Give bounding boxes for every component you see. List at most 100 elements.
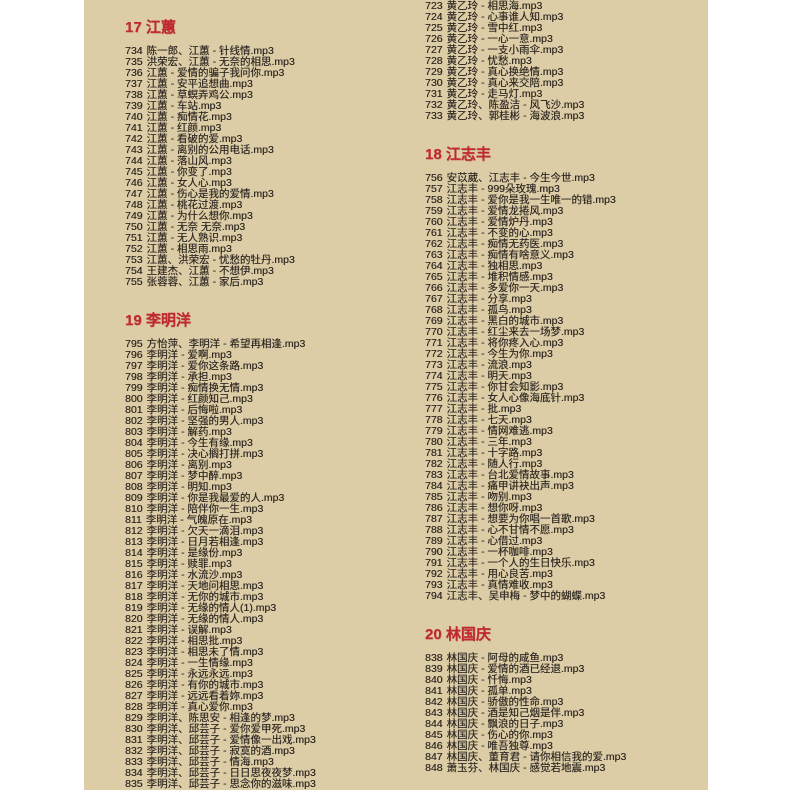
- track-row: 748 江蕙 - 桃花过渡.mp3: [125, 200, 425, 211]
- track-number: 737: [125, 78, 143, 90]
- track-row: 762 江志丰 - 痴情无药医.mp3: [425, 239, 707, 250]
- track-row: 741 江蕙 - 红颜.mp3: [125, 123, 425, 134]
- track-number: 750: [125, 221, 143, 233]
- track-filename: 李明洋 - 痴情换无情.mp3: [146, 382, 264, 394]
- track-row: 808 李明洋 - 明知.mp3: [125, 482, 425, 493]
- track-row: 813 李明洋 - 日月若相逢.mp3: [125, 537, 425, 548]
- track-filename: 洪荣宏、江蕙 - 无奈的相思.mp3: [146, 56, 295, 68]
- track-number: 762: [425, 238, 443, 250]
- track-row: 800 李明洋 - 红颜知己.mp3: [125, 394, 425, 405]
- track-filename: 林国庆 - 阿母的咸鱼.mp3: [446, 652, 564, 664]
- tracklist-column-left: 17 江蕙 734 陈一郎、江蕙 - 针线情.mp3 735 洪荣宏、江蕙 - 无奈的相…: [125, 20, 425, 790]
- track-filename: 江志丰 - 明天.mp3: [446, 370, 532, 382]
- track-number: 770: [425, 326, 443, 338]
- track-row: 740 江蕙 - 痴情花.mp3: [125, 112, 425, 123]
- track-number: 828: [125, 701, 143, 713]
- track-number: 765: [425, 271, 443, 283]
- track-row: 781 江志丰 - 十字路.mp3: [425, 448, 707, 459]
- track-filename: 江蕙 - 安平追想曲.mp3: [146, 78, 253, 90]
- track-row: 763 江志丰 - 痴情有啥意义.mp3: [425, 250, 707, 261]
- track-number: 777: [425, 403, 443, 415]
- track-number: 739: [125, 100, 143, 112]
- track-filename: 林国庆 - 骄傲的性命.mp3: [446, 696, 564, 708]
- track-filename: 江蕙 - 落山风.mp3: [146, 155, 232, 167]
- track-row: 801 李明洋 - 后悔啦.mp3: [125, 405, 425, 416]
- track-number: 730: [425, 77, 443, 89]
- track-number: 741: [125, 122, 143, 134]
- track-number: 813: [125, 536, 143, 548]
- track-filename: 安苡葳、江志丰 - 今生今世.mp3: [446, 172, 595, 184]
- track-row: 797 李明洋 - 爱你这条路.mp3: [125, 361, 425, 372]
- track-filename: 李明洋 - 天地问相思.mp3: [146, 580, 264, 592]
- section-header: 20 林国庆: [425, 626, 491, 643]
- track-section: 20 林国庆 838 林国庆 - 阿母的咸鱼.mp3 839 林国庆 - 爱情的酒已经退…: [425, 627, 707, 774]
- track-number: 780: [425, 436, 443, 448]
- track-list: 734 陈一郎、江蕙 - 针线情.mp3 735 洪荣宏、江蕙 - 无奈的相思.mp3…: [125, 46, 425, 288]
- track-row: 786 江志丰 - 想你呀.mp3: [425, 503, 707, 514]
- track-row: 734 陈一郎、江蕙 - 针线情.mp3: [125, 46, 425, 57]
- track-filename: 李明洋 - 梦中醉.mp3: [146, 470, 243, 482]
- track-number: 822: [125, 635, 143, 647]
- track-row: 723 黄乙玲 - 相思海.mp3: [425, 1, 707, 12]
- track-row: 751 江蕙 - 无人熟识.mp3: [125, 233, 425, 244]
- track-filename: 李明洋 - 明知.mp3: [146, 481, 232, 493]
- track-number: 809: [125, 492, 143, 504]
- track-number: 769: [425, 315, 443, 327]
- track-filename: 江志丰 - 心借过.mp3: [446, 535, 543, 547]
- track-filename: 江志丰 - 今生为你.mp3: [446, 348, 553, 360]
- track-filename: 黄乙玲 - 心事谁人知.mp3: [446, 11, 564, 23]
- track-row: 821 李明洋 - 误解.mp3: [125, 625, 425, 636]
- track-row: 831 李明洋、邱芸子 - 爱情像一出戏.mp3: [125, 735, 425, 746]
- track-row: 789 江志丰 - 心借过.mp3: [425, 536, 707, 547]
- track-number: 824: [125, 657, 143, 669]
- track-filename: 江志丰 - 黑白的城市.mp3: [446, 315, 564, 327]
- track-row: 726 黄乙玲 - 一心一意.mp3: [425, 34, 707, 45]
- track-number: 759: [425, 205, 443, 217]
- track-number: 802: [125, 415, 143, 427]
- track-filename: 李明洋 - 离别.mp3: [146, 459, 232, 471]
- track-row: 787 江志丰 - 想要为你唱一首歌.mp3: [425, 514, 707, 525]
- track-filename: 江蕙 - 草螟弄鸡公.mp3: [146, 89, 253, 101]
- track-number: 830: [125, 723, 143, 735]
- track-filename: 江志丰 - 想你呀.mp3: [446, 502, 543, 514]
- track-number: 725: [425, 22, 443, 34]
- track-number: 758: [425, 194, 443, 206]
- track-number: 752: [125, 243, 143, 255]
- track-number: 791: [425, 557, 443, 569]
- track-filename: 李明洋、邱芸子 - 情海.mp3: [146, 756, 274, 768]
- track-filename: 江志丰 - 多爱你一天.mp3: [446, 282, 564, 294]
- track-number: 772: [425, 348, 443, 360]
- track-filename: 李明洋、邱芸子 - 爱你爱甲死.mp3: [146, 723, 306, 735]
- track-number: 820: [125, 613, 143, 625]
- track-filename: 李明洋 - 陪伴你一生.mp3: [146, 503, 264, 515]
- track-number: 841: [425, 685, 443, 697]
- track-row: 733 黄乙玲、郭桂彬 - 海波浪.mp3: [425, 111, 707, 122]
- track-row: 770 江志丰 - 红尘来去一场梦.mp3: [425, 327, 707, 338]
- track-filename: 江志丰 - 女人心像海底针.mp3: [446, 392, 585, 404]
- track-number: 761: [425, 227, 443, 239]
- track-row: 742 江蕙 - 看破的爱.mp3: [125, 134, 425, 145]
- track-filename: 萧玉芬、林国庆 - 感觉若地震.mp3: [446, 762, 606, 774]
- track-row: 838 林国庆 - 阿母的咸鱼.mp3: [425, 653, 707, 664]
- track-filename: 李明洋 - 误解.mp3: [146, 624, 232, 636]
- track-filename: 林国庆、董育君 - 请你相信我的爱.mp3: [446, 751, 627, 763]
- track-filename: 李明洋 - 有你的城市.mp3: [146, 679, 264, 691]
- track-number: 804: [125, 437, 143, 449]
- track-number: 833: [125, 756, 143, 768]
- track-row: 815 李明洋 - 赎罪.mp3: [125, 559, 425, 570]
- track-filename: 李明洋 - 远远看着妳.mp3: [146, 690, 264, 702]
- track-row: 728 黄乙玲 - 忧愁.mp3: [425, 56, 707, 67]
- track-filename: 李明洋 - 水流沙.mp3: [146, 569, 243, 581]
- track-row: 739 江蕙 - 车站.mp3: [125, 101, 425, 112]
- track-row: 783 江志丰 - 台北爱情故事.mp3: [425, 470, 707, 481]
- track-row: 757 江志丰 - 999朵玫瑰.mp3: [425, 184, 707, 195]
- tracklist-column-right: 723 黄乙玲 - 相思海.mp3 724 黄乙玲 - 心事谁人知.mp3 725 黄乙玲…: [425, 1, 707, 774]
- track-row: 811 李明洋 - 气魄原在.mp3: [125, 515, 425, 526]
- track-row: 806 李明洋 - 离别.mp3: [125, 460, 425, 471]
- track-number: 827: [125, 690, 143, 702]
- track-number: 734: [125, 45, 143, 57]
- track-number: 806: [125, 459, 143, 471]
- track-filename: 李明洋 - 永远永远.mp3: [146, 668, 253, 680]
- track-row: 759 江志丰 - 爱情龙捲风.mp3: [425, 206, 707, 217]
- track-row: 822 李明洋 - 相思批.mp3: [125, 636, 425, 647]
